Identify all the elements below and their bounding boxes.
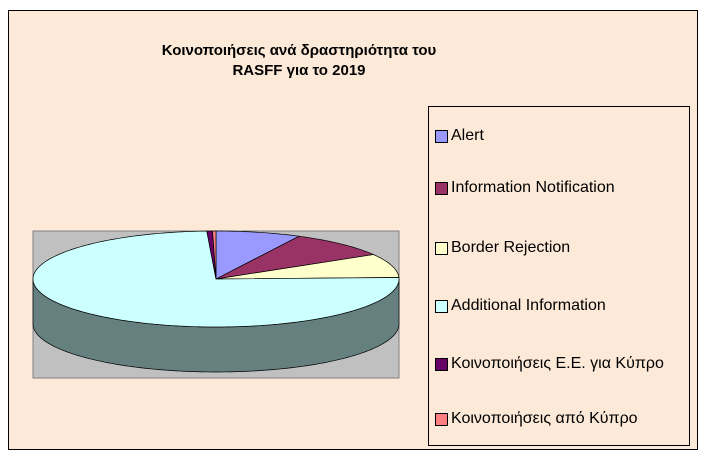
legend-label: Additional Information — [451, 297, 606, 314]
legend-item: Border Rejection — [435, 237, 685, 258]
slice — [212, 230, 217, 280]
legend-swatch — [435, 130, 448, 143]
legend-swatch — [435, 300, 448, 313]
legend-label: Alert — [451, 127, 484, 144]
legend-item: Κοινοποιήσεις Ε.Ε. για Κύπρο — [435, 353, 685, 374]
chart-title: Κοινοποιήσεις ανά δραστηριότητα του RASF… — [161, 42, 437, 79]
chart: Κοινοποιήσεις ανά δραστηριότητα του RASF… — [8, 10, 698, 450]
legend-label: Κοινοποιήσεις από Κύπρο — [451, 410, 638, 427]
legend-label: Border Rejection — [451, 239, 571, 256]
slice — [32, 230, 400, 328]
legend-label: Κοινοποιήσεις Ε.Ε. για Κύπρο — [451, 355, 664, 372]
legend: Alert Information Notification Border Reje… — [428, 106, 690, 446]
legend-item: Additional Information — [435, 295, 685, 316]
legend-item: Κοινοποιήσεις από Κύπρο — [435, 408, 685, 429]
legend-item: Information Notification — [435, 177, 685, 198]
legend-swatch — [435, 182, 448, 195]
plot — [32, 230, 400, 379]
slice — [215, 254, 400, 280]
legend-swatch — [435, 358, 448, 371]
legend-item: Alert — [435, 125, 685, 146]
legend-label: Information Notification — [451, 179, 615, 196]
legend-swatch — [435, 242, 448, 255]
legend-swatch — [435, 413, 448, 426]
slice — [215, 235, 375, 280]
slice — [215, 230, 301, 280]
